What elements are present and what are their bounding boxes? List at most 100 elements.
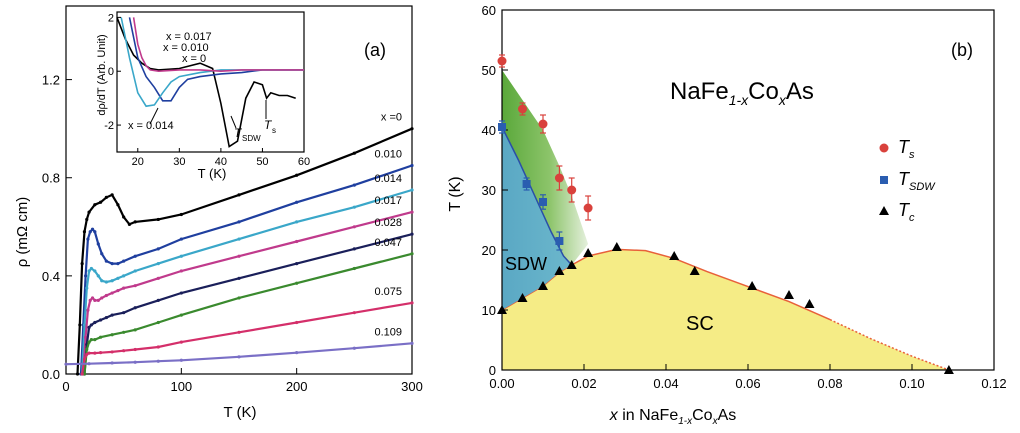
rho-point-3-6 bbox=[96, 298, 100, 302]
tc-point-8 bbox=[689, 266, 700, 275]
rho-point-0-12 bbox=[127, 222, 132, 226]
a-xtick-label-1: 100 bbox=[170, 379, 192, 394]
b-xtick-label-1: 0.02 bbox=[571, 376, 596, 391]
b-ytick-label-6: 60 bbox=[482, 3, 496, 18]
rho-point-6-7 bbox=[122, 349, 126, 353]
legend-label-2: Tc bbox=[898, 200, 915, 224]
xlabel-part-sub1: 1-x bbox=[678, 416, 693, 427]
tc-point-12 bbox=[943, 365, 954, 374]
inset-xtick-label-3: 50 bbox=[256, 156, 268, 168]
rho-point-3-2 bbox=[86, 308, 90, 312]
rho-point-5-3 bbox=[89, 338, 93, 342]
rho-point-5-2 bbox=[87, 340, 91, 344]
a-ytick-label-0: 0.0 bbox=[42, 367, 60, 382]
tc-point-3 bbox=[554, 266, 565, 275]
legend-label-0: Ts bbox=[898, 137, 915, 161]
rho-point-5-8 bbox=[133, 328, 137, 332]
rho-point-5-10 bbox=[179, 313, 183, 317]
title-part-as: As bbox=[786, 78, 814, 105]
rho-point-7-4 bbox=[156, 359, 160, 363]
title-part-co: Co bbox=[748, 78, 779, 105]
xlabel-part-in: in NaFe bbox=[618, 407, 679, 424]
a-series-label-3: 0.017 bbox=[374, 195, 402, 207]
a-series-label-1: 0.010 bbox=[374, 148, 402, 160]
rho-point-5-7 bbox=[122, 330, 126, 334]
rho-point-1-8 bbox=[100, 252, 104, 256]
legend-marker-tsdw bbox=[880, 176, 888, 184]
inset-annotation-tsdw-sub: SDW bbox=[242, 134, 261, 143]
rho-point-0-9 bbox=[110, 193, 114, 197]
panel-b-x-axis-label: x in NaFe1-xCoxAs bbox=[609, 407, 737, 427]
inset-xtick-label-0: 20 bbox=[132, 156, 144, 168]
a-series-label-0: x =0 bbox=[381, 112, 402, 124]
rho-point-6-9 bbox=[156, 345, 160, 349]
a-xtick-label-0: 0 bbox=[62, 379, 69, 394]
inset-annotation-ts-sub: s bbox=[272, 126, 276, 135]
rho-point-4-14 bbox=[352, 247, 356, 251]
rho-point-3-12 bbox=[133, 284, 137, 288]
rho-point-2-7 bbox=[100, 279, 104, 283]
inset-legend-label-0014: x = 0.014 bbox=[128, 120, 174, 132]
rho-point-1-13 bbox=[133, 254, 137, 258]
b-ytick-label-5: 50 bbox=[482, 63, 496, 78]
ts-point-1 bbox=[518, 104, 527, 114]
tc-point-11 bbox=[804, 299, 815, 308]
rho-point-7-6 bbox=[237, 355, 241, 359]
rho-point-6-3 bbox=[87, 351, 91, 355]
rho-point-3-9 bbox=[110, 291, 114, 295]
inset-legend-label-0: x = 0 bbox=[182, 53, 206, 65]
rho-point-3-4 bbox=[90, 296, 95, 300]
rho-point-2-9 bbox=[110, 279, 114, 283]
rho-point-3-10 bbox=[116, 288, 120, 293]
panel-b-legend: Ts TSDW Tc bbox=[879, 137, 936, 224]
sdw-boundary-line bbox=[501, 126, 573, 266]
rho-point-0-15 bbox=[179, 212, 183, 217]
a-series-label-5: 0.047 bbox=[374, 237, 402, 249]
orthorhombic-region bbox=[502, 70, 589, 265]
inset-xtick-label-2: 40 bbox=[215, 156, 227, 168]
rho-point-3-3 bbox=[88, 298, 92, 302]
tc-point-0 bbox=[497, 305, 507, 314]
rho-point-2-12 bbox=[133, 269, 137, 273]
xlabel-part-x: x bbox=[609, 407, 619, 424]
inset-arrow-tsdw bbox=[230, 115, 237, 129]
b-xtick-label-6: 0.12 bbox=[981, 376, 1006, 391]
rho-point-1-4 bbox=[88, 230, 92, 234]
panel-a-legend-group: x =0 0.010 0.014 0.017 0.028 0.047 0.075 0.109 bbox=[374, 112, 402, 339]
legend-marker-ts bbox=[879, 143, 889, 153]
panel-b: 0.00 0.02 0.04 0.06 0.08 0.10 0.12 0 10 20 30 40 50 6… bbox=[447, 3, 1007, 427]
rho-series-1 bbox=[79, 164, 413, 375]
rho-point-7-7 bbox=[295, 351, 299, 355]
rho-point-0-1 bbox=[78, 323, 82, 327]
b-ytick-label-3: 30 bbox=[482, 183, 496, 198]
rho-point-7-9 bbox=[410, 341, 414, 345]
rho-point-5-12 bbox=[295, 281, 299, 285]
rho-point-4-10 bbox=[156, 298, 160, 302]
inset-arrow-0014 bbox=[149, 107, 159, 125]
rho-point-3-5 bbox=[93, 298, 97, 302]
rho-point-3-16 bbox=[295, 239, 299, 244]
rho-point-1-11 bbox=[116, 262, 120, 266]
panel-a-series-group bbox=[64, 127, 414, 376]
inset-ytick-label-1: 0 bbox=[108, 66, 114, 78]
panel-a-label: (a) bbox=[364, 40, 386, 60]
a-series-label-6: 0.075 bbox=[374, 286, 402, 298]
rho-point-5-1 bbox=[85, 347, 89, 352]
tc-point-5 bbox=[583, 248, 594, 257]
rho-point-1-15 bbox=[179, 237, 183, 241]
tc-point-2 bbox=[538, 281, 548, 290]
rho-point-1-3 bbox=[86, 237, 90, 241]
rho-point-0-16 bbox=[237, 193, 241, 197]
tc-point-10 bbox=[784, 290, 794, 299]
tsdw-point-1 bbox=[522, 180, 531, 188]
panel-b-ticks-group: 0.00 0.02 0.04 0.06 0.08 0.10 0.12 0 10 20 30 40 50 6… bbox=[482, 3, 1007, 391]
rho-point-0-8 bbox=[104, 195, 108, 199]
rho-point-5-13 bbox=[352, 266, 356, 271]
rho-point-3-8 bbox=[104, 293, 108, 298]
rho-point-5-6 bbox=[110, 333, 114, 337]
inset-xtick-label-1: 30 bbox=[173, 156, 185, 168]
a-series-label-4: 0.028 bbox=[374, 217, 402, 229]
panel-b-title: NaFe1-xCoxAs bbox=[670, 78, 814, 108]
xlabel-part-as: As bbox=[718, 407, 737, 424]
